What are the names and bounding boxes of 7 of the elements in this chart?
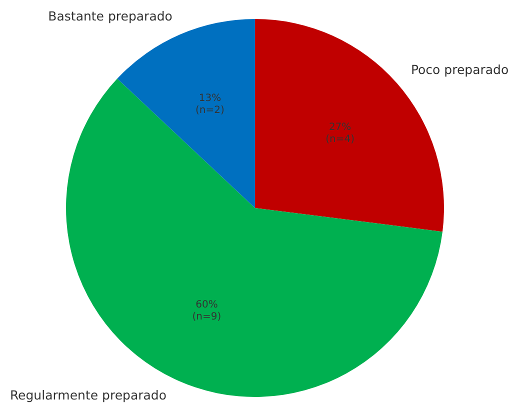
slice-label: Regularmente preparado (10, 388, 166, 403)
slice-label: Bastante preparado (48, 8, 172, 24)
data-label: 13% (n=2) (196, 92, 224, 116)
pie-slice (255, 19, 444, 232)
data-label: 27% (n=4) (326, 122, 355, 145)
slice-label: Poco preparado (410, 62, 509, 77)
data-label: 60% (n=9) (192, 299, 222, 322)
